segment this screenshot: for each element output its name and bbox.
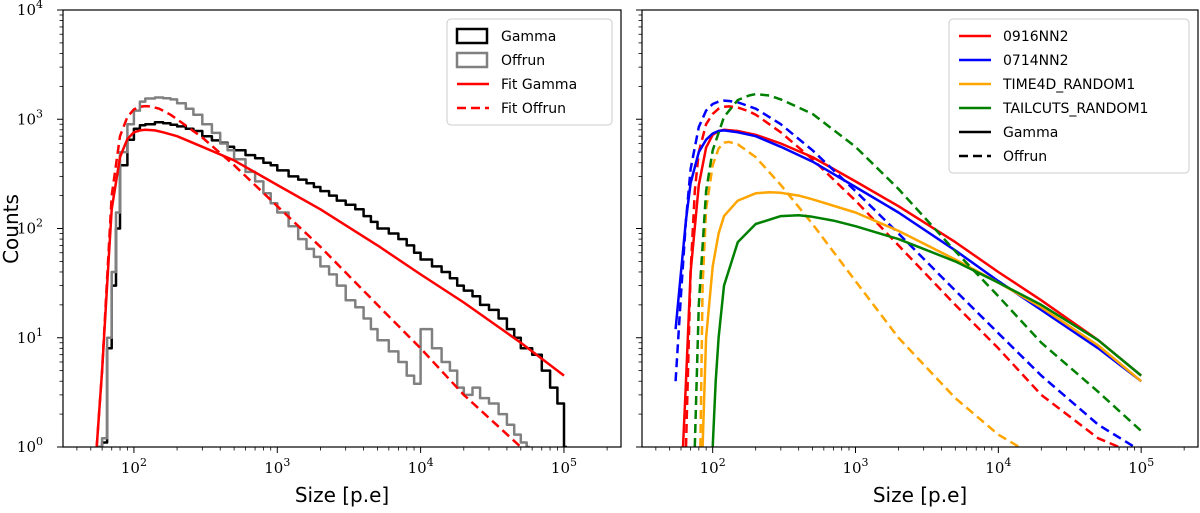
right-legend-label: 0916NN2 [1003,29,1068,45]
right-legend-box [948,18,1190,174]
right-legend-label: Gamma [1003,125,1058,141]
right-x-tick-label: 103 [842,456,868,477]
left-y-tick-label: 104 [17,0,43,19]
right-legend-label: TIME4D_RANDOM1 [1002,77,1135,93]
right-panel: 102 103 104 105 Size [p.e] 0916NN2 0714NN2 TI… [636,9,1199,507]
right-legend: 0916NN2 0714NN2 TIME4D_RANDOM1 TAILCUTS_RAN… [948,18,1190,174]
left-legend-box [446,18,613,126]
left-x-axis-label: Size [p.e] [295,483,389,507]
right-series-0916nn2-offrun [684,105,1120,447]
right-ticks: 102 103 104 105 [636,9,1185,477]
left-legend-label: Offrun [501,53,545,69]
left-series-offrun [96,96,530,447]
left-x-tick-label: 103 [264,456,290,477]
left-series-gamma [96,120,567,447]
right-series-0916nn2 [681,128,1142,447]
left-series-fit-offrun [95,104,522,447]
left-y-tick-label: 101 [17,326,43,347]
right-series-time4d-random1 [701,190,1142,447]
left-x-tick-label: 102 [121,456,147,477]
left-ticks: 102 103 104 105 100 101 102 103 104 [17,0,608,477]
right-series-time4d-random1-offrun [699,140,1020,447]
left-data-series [95,96,567,447]
right-series-0714nn2 [674,129,1142,383]
left-legend-swatch [455,51,489,69]
right-data-series [674,92,1143,447]
left-y-tick-label: 102 [17,217,43,238]
right-series-tailcuts-random1 [711,214,1142,447]
left-x-tick-label: 104 [408,456,434,477]
right-x-tick-label: 102 [700,456,726,477]
right-legend-label: 0714NN2 [1003,53,1068,69]
right-series-0714nn2-offrun [674,99,1136,447]
left-legend: Gamma Offrun Fit Gamma Fit Offrun [446,18,613,126]
right-x-axis-label: Size [p.e] [873,483,967,507]
left-legend-swatch [455,27,489,45]
left-x-tick-label: 105 [551,456,577,477]
right-x-tick-label: 104 [985,456,1011,477]
right-legend-label: TAILCUTS_RANDOM1 [1002,101,1148,117]
right-x-tick-label: 105 [1128,456,1154,477]
left-panel: 102 103 104 105 100 101 102 103 104 Size [p.e] C… [0,0,622,507]
left-y-tick-label: 100 [17,435,43,456]
left-series-fit-gamma [95,128,565,447]
left-legend-label: Gamma [501,29,556,45]
right-legend-label: Offrun [1003,149,1047,165]
left-legend-label: Fit Offrun [501,101,566,117]
left-y-tick-label: 103 [17,107,43,128]
left-y-axis-label: Counts [0,194,23,264]
left-legend-label: Fit Gamma [501,77,577,93]
right-series-tailcuts-random1-offrun [693,92,1143,447]
